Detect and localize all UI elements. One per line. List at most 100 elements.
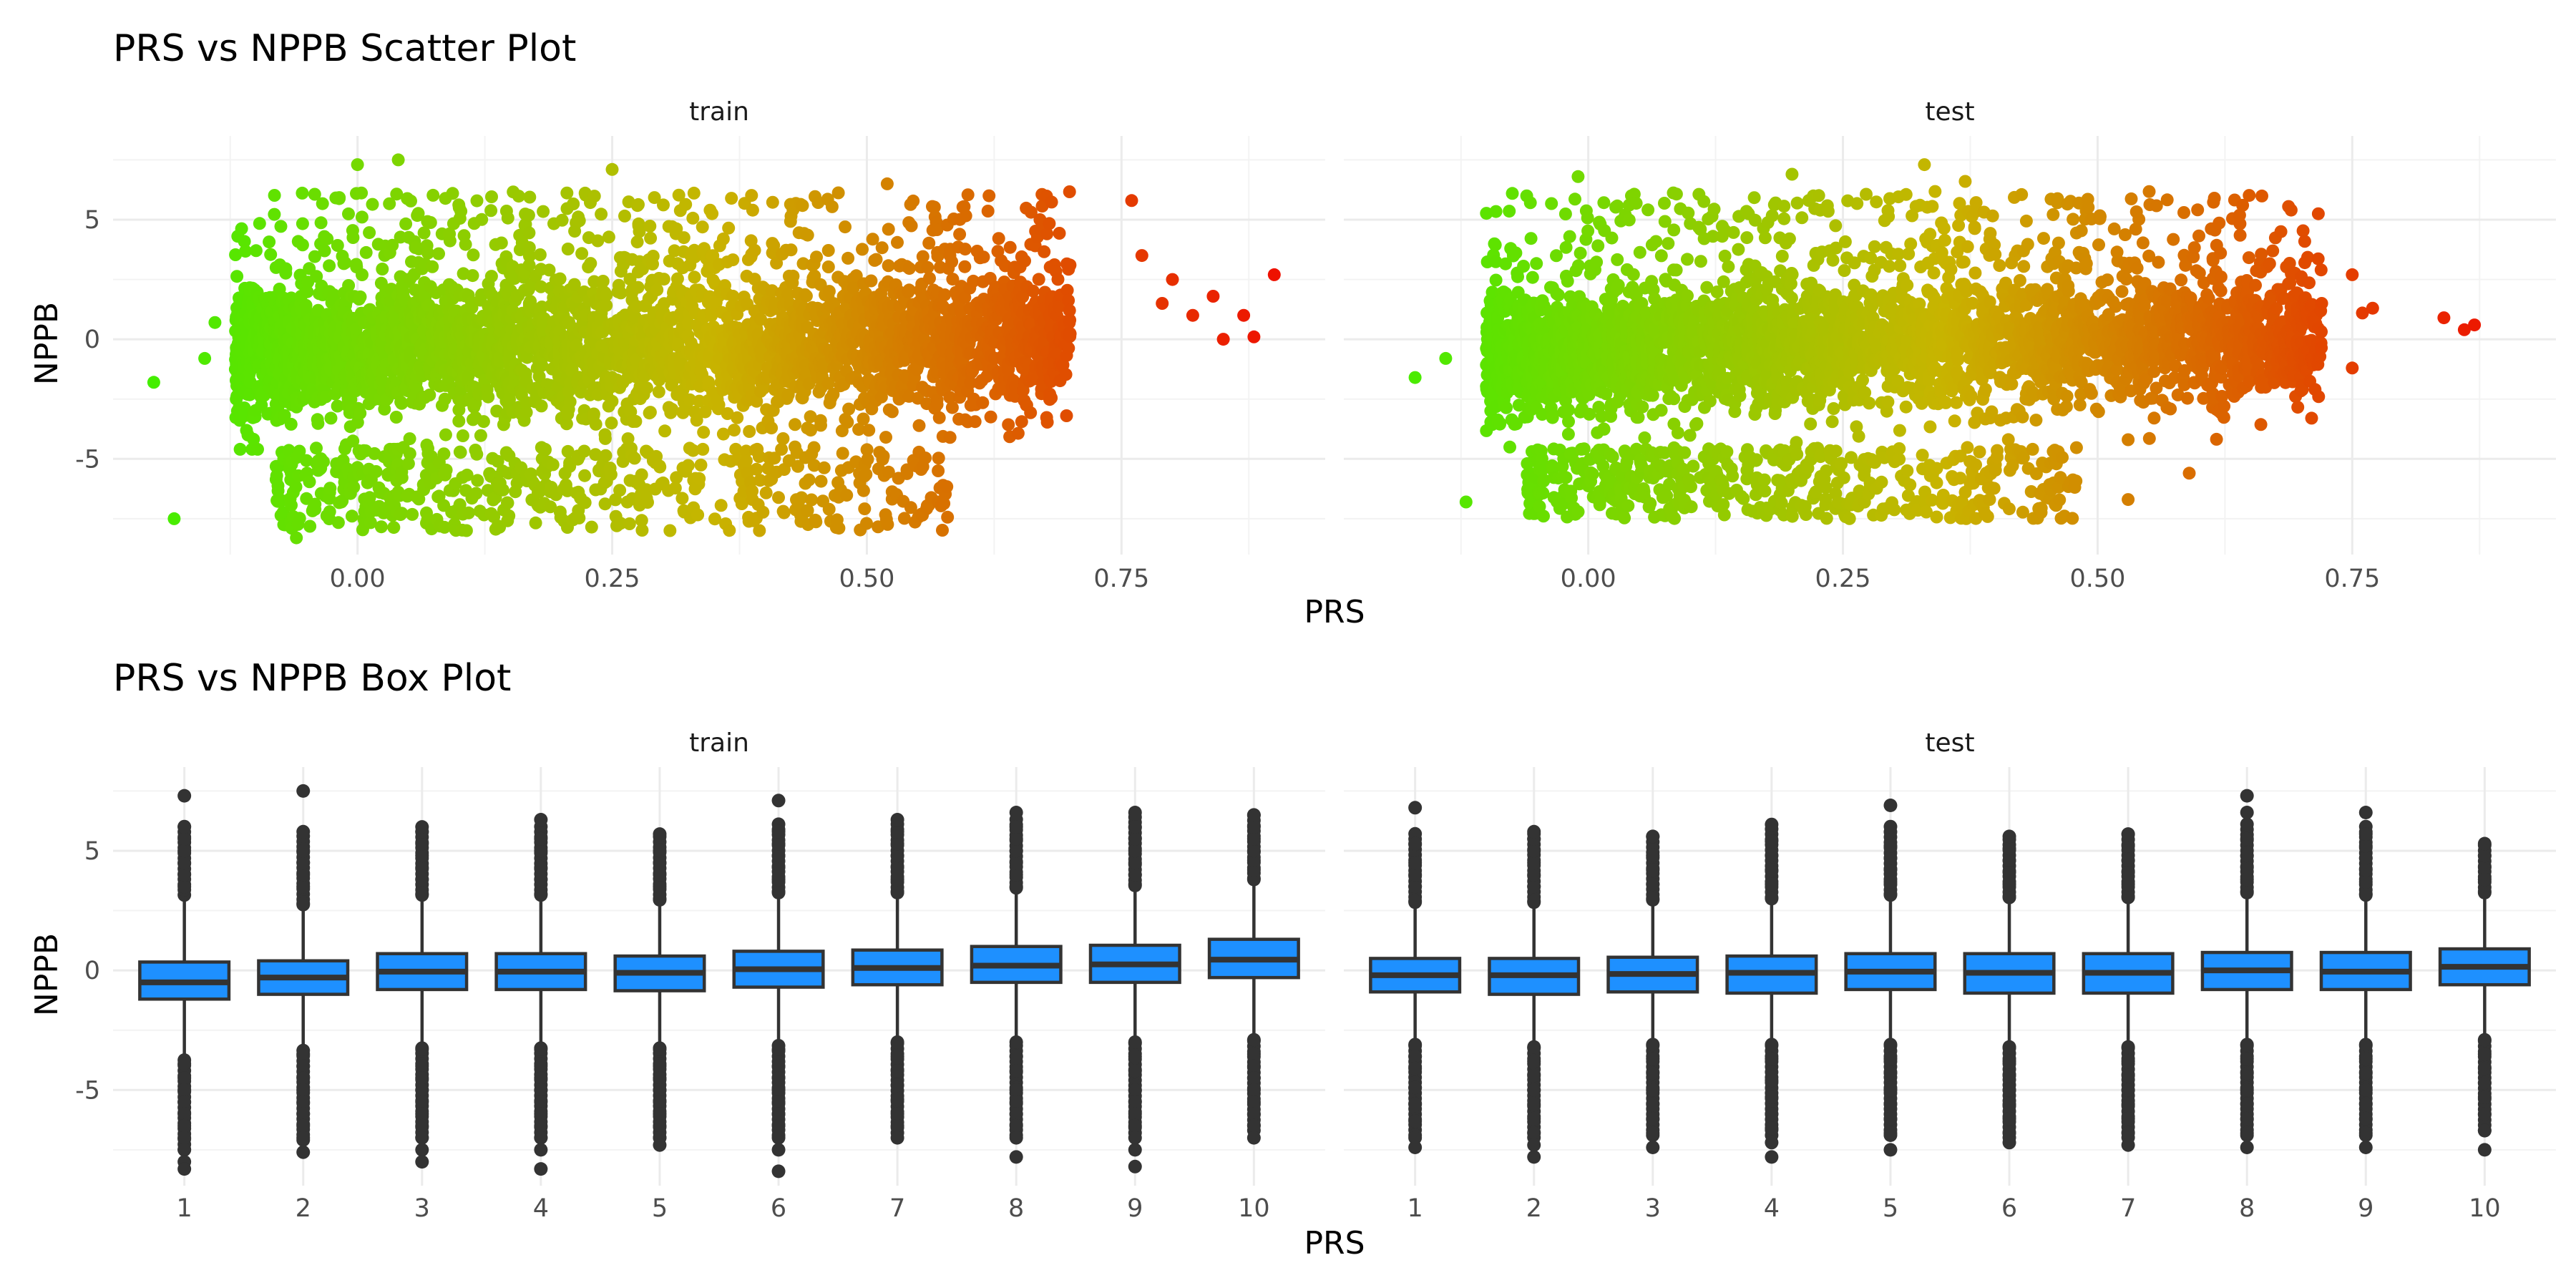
scatter-point bbox=[1063, 185, 1076, 198]
scatter-point bbox=[470, 194, 484, 208]
scatter-point bbox=[1629, 197, 1643, 210]
scatter-point bbox=[462, 506, 475, 519]
scatter-point bbox=[533, 248, 547, 261]
scatter-point bbox=[1581, 224, 1595, 238]
scatter-point bbox=[658, 424, 672, 438]
scatter-point bbox=[1002, 418, 1015, 431]
scatter-point bbox=[346, 434, 360, 448]
scatter-point bbox=[814, 474, 828, 488]
scatter-point bbox=[614, 286, 628, 300]
scatter-point bbox=[587, 190, 601, 203]
scatter-point bbox=[1546, 411, 1559, 424]
scatter-point bbox=[731, 411, 744, 424]
scatter-point bbox=[591, 234, 605, 248]
scatter-point bbox=[482, 390, 495, 404]
scatter-point bbox=[665, 403, 679, 416]
scatter-point bbox=[777, 506, 791, 519]
scatter-point bbox=[563, 395, 577, 409]
scatter-point bbox=[1063, 258, 1077, 272]
scatter-point bbox=[687, 186, 701, 200]
scatter-point bbox=[1558, 208, 1572, 220]
scatter-point bbox=[285, 499, 298, 512]
scatter-point bbox=[945, 255, 959, 268]
scatter-point bbox=[728, 424, 741, 437]
scatter-point bbox=[981, 205, 995, 218]
scatter-point bbox=[561, 243, 575, 255]
scatter-point bbox=[598, 431, 612, 445]
scatter-point bbox=[1186, 308, 1199, 322]
scatter-point bbox=[696, 220, 709, 234]
scatter-point bbox=[314, 216, 328, 230]
scatter-point bbox=[631, 280, 645, 294]
scatter-point bbox=[323, 505, 336, 519]
scatter-point bbox=[958, 260, 972, 273]
scatter-point bbox=[366, 197, 379, 211]
scatter-point bbox=[567, 197, 580, 210]
scatter-point bbox=[229, 248, 243, 261]
scatter-point bbox=[293, 512, 306, 525]
scatter-point bbox=[417, 226, 431, 240]
scatter-point bbox=[1597, 422, 1611, 436]
scatter-point bbox=[748, 243, 761, 257]
scatter-point bbox=[1489, 273, 1503, 287]
scatter-point bbox=[675, 492, 689, 505]
scatter-point bbox=[318, 244, 331, 258]
scatter-point bbox=[632, 197, 645, 211]
scatter-point bbox=[317, 455, 330, 469]
scatter-point bbox=[359, 245, 373, 259]
scatter-point bbox=[1018, 254, 1031, 268]
scatter-point bbox=[301, 285, 314, 298]
scatter-point bbox=[842, 402, 856, 416]
scatter-point bbox=[822, 502, 836, 516]
scatter-point bbox=[1523, 196, 1537, 210]
scatter-point bbox=[940, 480, 954, 494]
scatter-point bbox=[589, 417, 602, 431]
scatter-point bbox=[198, 351, 212, 365]
scatter-point bbox=[351, 158, 364, 172]
scatter-point bbox=[268, 189, 281, 202]
scatter-point bbox=[1509, 246, 1523, 260]
scatter-point bbox=[1545, 197, 1558, 210]
scatter-point bbox=[555, 213, 569, 227]
scatter-point bbox=[1536, 487, 1550, 500]
scatter-point bbox=[821, 260, 835, 273]
scatter-point bbox=[268, 208, 281, 221]
scatter-point bbox=[308, 250, 321, 263]
scatter-point bbox=[395, 507, 409, 520]
scatter-point bbox=[726, 253, 740, 267]
scatter-point bbox=[1551, 288, 1565, 302]
scatter-point bbox=[264, 248, 278, 261]
scatter-point bbox=[310, 270, 323, 283]
scatter-point bbox=[1032, 273, 1045, 286]
scatter-point bbox=[921, 260, 935, 274]
scatter-point bbox=[641, 496, 654, 509]
scatter-point bbox=[882, 259, 895, 273]
scatter-point bbox=[501, 496, 514, 509]
scatter-point bbox=[1125, 194, 1138, 208]
scatter-point bbox=[575, 247, 589, 260]
scatter-point bbox=[1590, 255, 1604, 269]
scatter-point bbox=[745, 189, 758, 203]
scatter-point bbox=[810, 250, 823, 264]
scatter-point bbox=[303, 519, 317, 533]
scatter-point bbox=[1561, 274, 1574, 288]
scatter-point bbox=[1489, 205, 1503, 218]
scatter-point bbox=[230, 270, 244, 283]
scatter-point bbox=[691, 508, 705, 522]
scatter-point bbox=[331, 399, 344, 413]
scatter-point bbox=[310, 441, 323, 455]
scatter-point bbox=[938, 288, 952, 301]
scatter-point bbox=[604, 468, 618, 482]
scatter-point bbox=[881, 517, 894, 531]
scatter-point bbox=[331, 516, 345, 530]
scatter-point bbox=[841, 416, 854, 429]
scatter-point bbox=[714, 499, 728, 512]
scatter-point bbox=[821, 244, 835, 257]
scatter-point bbox=[1038, 245, 1051, 258]
scatter-point bbox=[421, 246, 434, 260]
scatter-point bbox=[584, 257, 597, 270]
scatter-point bbox=[238, 235, 251, 248]
scatter-point bbox=[363, 226, 376, 240]
scatter-point bbox=[679, 197, 693, 211]
